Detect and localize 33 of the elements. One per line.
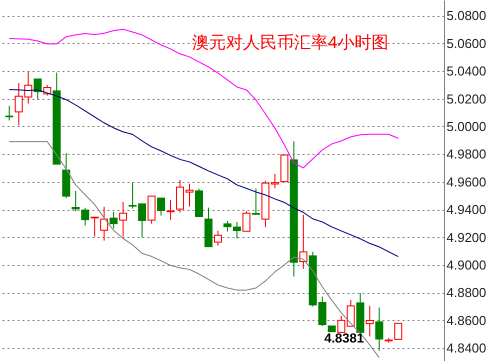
candlestick	[166, 199, 175, 220]
y-tick-label: 5.0200	[446, 91, 486, 106]
candlestick	[252, 188, 260, 215]
candlestick	[148, 196, 156, 224]
candlestick	[214, 230, 222, 246]
candlestick	[72, 190, 80, 212]
candlestick	[90, 216, 99, 238]
candlestick	[242, 210, 250, 232]
y-tick-label: 5.0000	[446, 118, 486, 134]
text: 澳元对人民币汇率4小时图	[192, 33, 388, 52]
candlestick	[375, 307, 384, 352]
y-tick-label: 5.0600	[446, 36, 486, 51]
candlestick	[81, 207, 90, 226]
candlestick	[157, 198, 166, 216]
candlestick	[34, 78, 42, 100]
y-tick-label: 4.9200	[446, 230, 486, 245]
y-tick-label: 4.9400	[446, 202, 486, 218]
annotation: 4.8381	[324, 330, 364, 346]
candlestick	[119, 201, 128, 238]
y-tick-label: 4.9600	[446, 174, 486, 190]
candlestick	[100, 206, 108, 242]
candlestick	[5, 105, 14, 122]
candlestick	[299, 214, 308, 270]
y-tick-label: 4.8800	[446, 285, 486, 300]
candlestick	[366, 305, 374, 337]
y-tick-label: 4.9800	[446, 146, 486, 162]
y-tick-label: 4.9000	[446, 258, 486, 272]
line-series	[8, 28, 399, 168]
candlestick	[110, 211, 118, 230]
y-tick-label: 5.0800	[446, 8, 486, 24]
y-tick-label: 4.8400	[446, 340, 486, 356]
y-tick-label: 4.8600	[446, 312, 486, 328]
y-tick-label: 5.0400	[446, 64, 486, 79]
